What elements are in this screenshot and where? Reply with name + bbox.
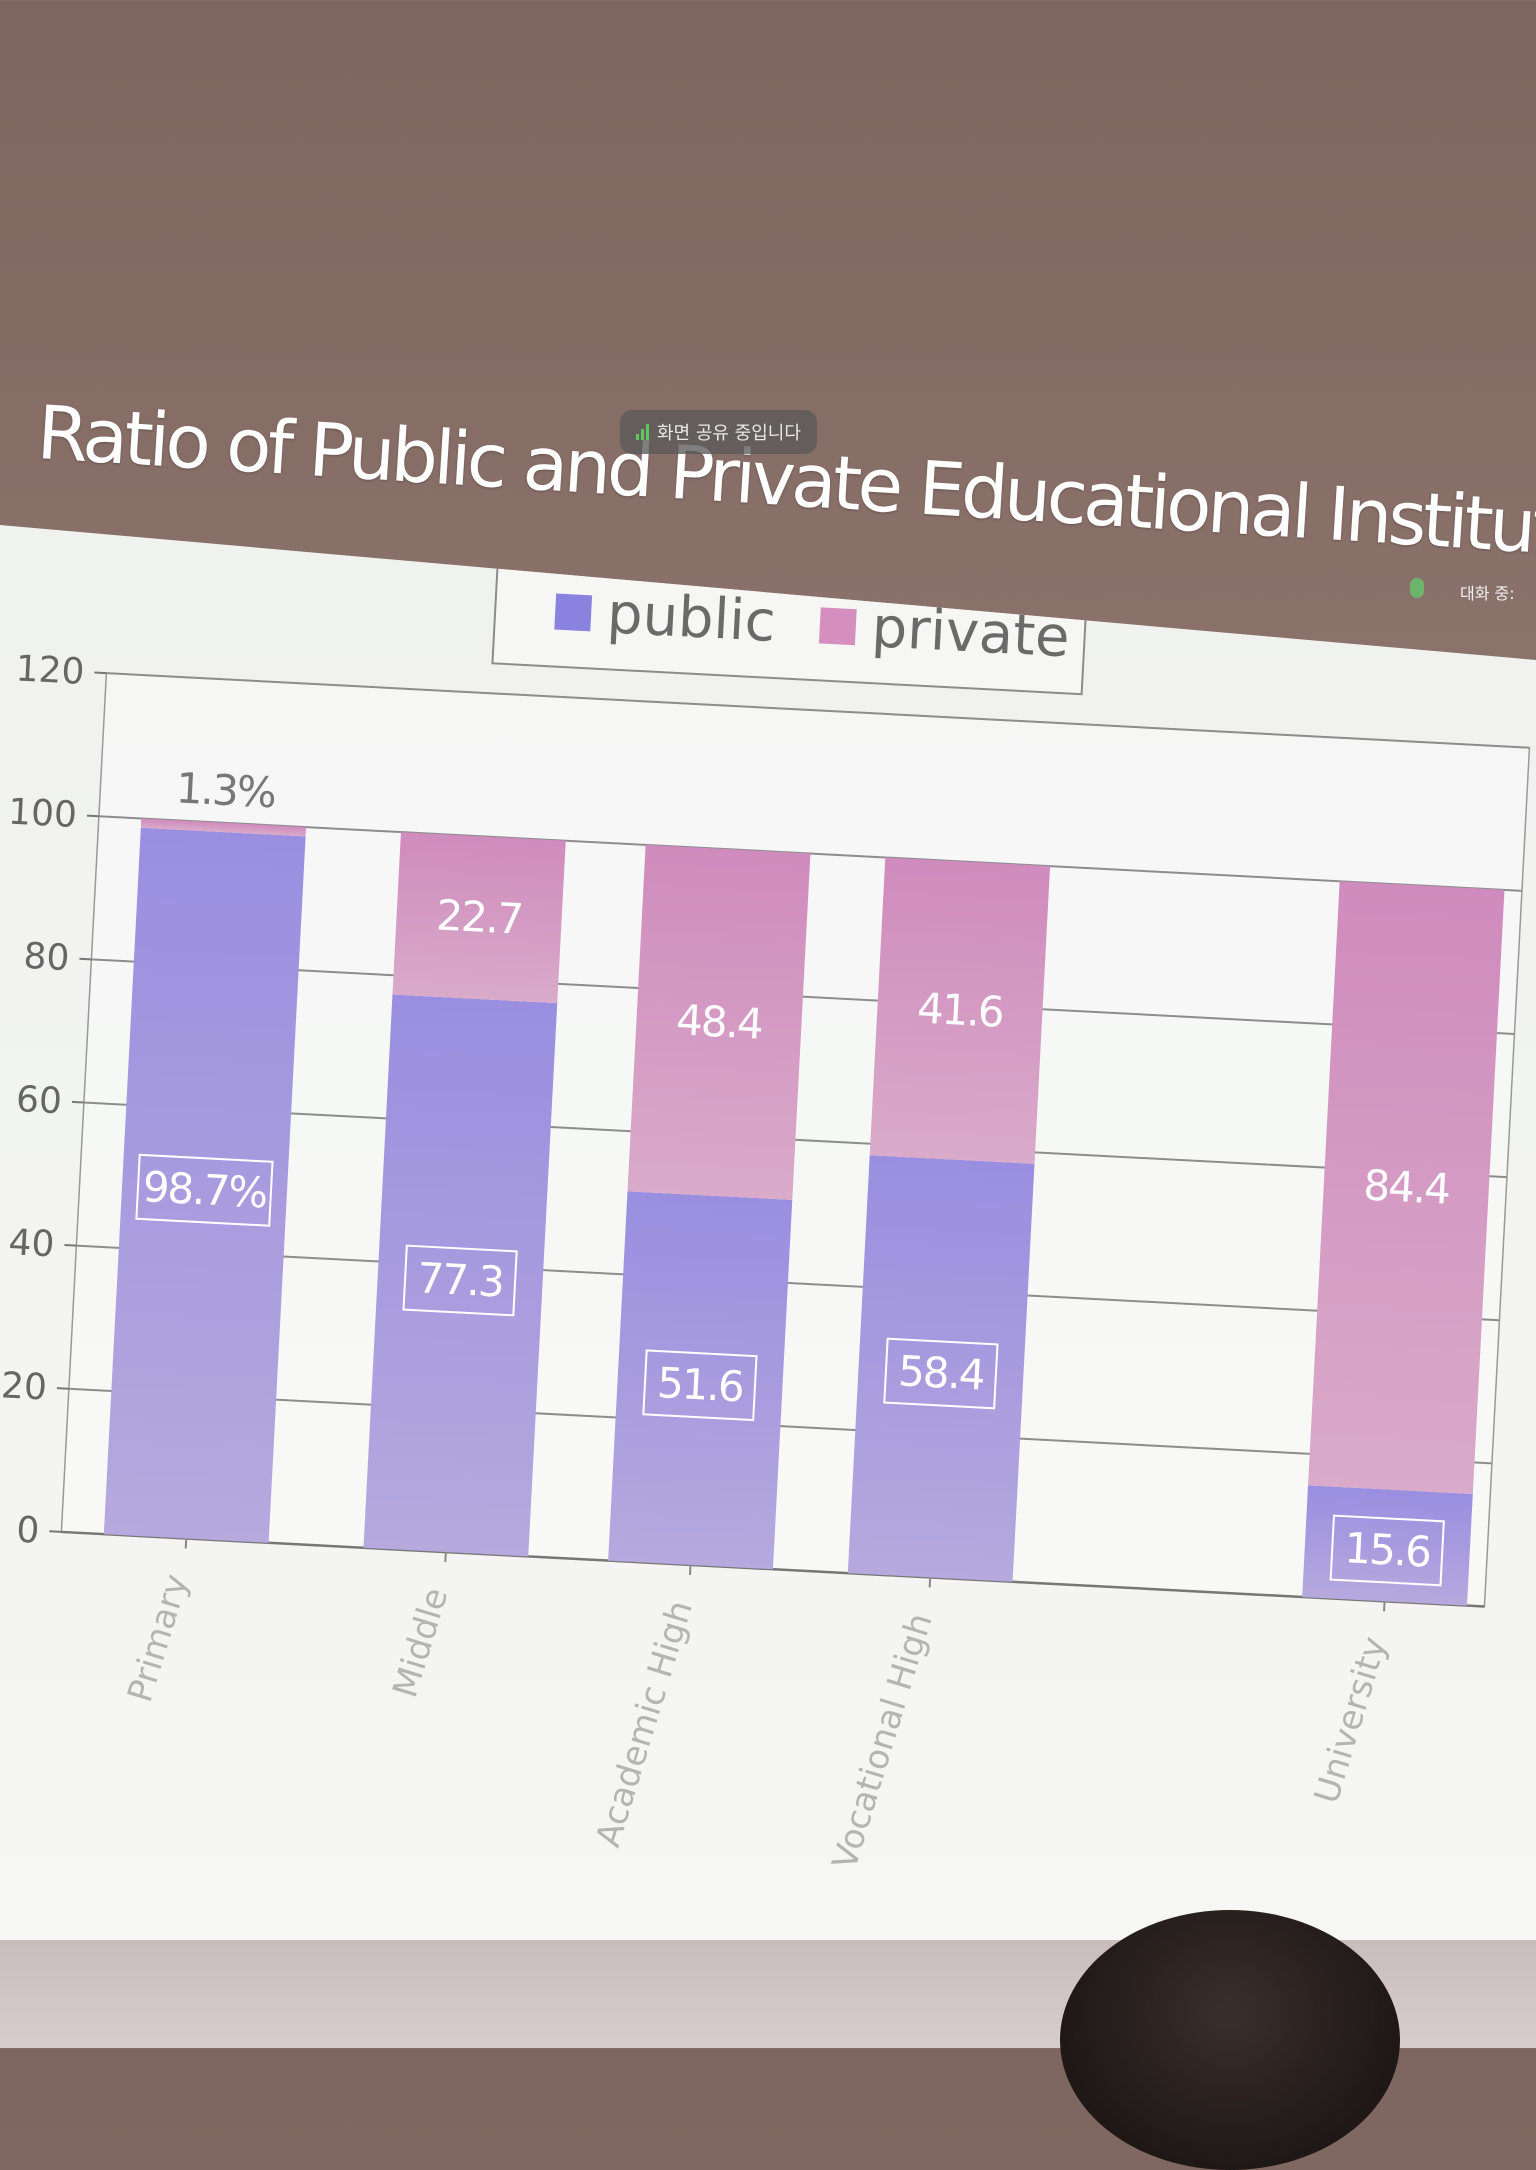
y-tick-mark-20 [56, 1387, 69, 1390]
data-label-public-primary: 98.7% [142, 1162, 268, 1217]
y-tick-label-20: 20 [0, 1365, 48, 1408]
data-label-public-middle: 77.3 [416, 1253, 504, 1306]
data-label-private-university: 84.4 [1362, 1160, 1450, 1213]
label-box-public-primary [135, 1153, 274, 1227]
y-tick-label-100: 100 [7, 792, 78, 837]
data-label-private-middle: 22.7 [435, 890, 523, 943]
data-label-public-academic-high: 51.6 [656, 1358, 744, 1411]
y-tick-mark-40 [64, 1244, 77, 1247]
bar-public-vocational-high[interactable] [847, 1155, 1035, 1582]
data-label-public-vocational-high: 58.4 [897, 1346, 985, 1399]
legend-label-private: private [870, 595, 1071, 670]
x-tick-label-vocational-high: Vocational High [825, 1609, 941, 1874]
data-label-public-university: 15.6 [1343, 1523, 1431, 1576]
y-tick-label-80: 80 [23, 936, 71, 979]
y-tick-mark-0 [49, 1530, 62, 1533]
y-tick-label-60: 60 [15, 1079, 63, 1122]
label-box-public-university [1329, 1514, 1445, 1587]
bar-private-vocational-high[interactable] [869, 857, 1051, 1164]
label-box-public-academic-high [642, 1349, 758, 1422]
share-badge-label: 화면 공유 중입니다 [657, 423, 801, 444]
data-label-private-primary: 1.3% [175, 763, 276, 817]
y-tick-mark-60 [71, 1100, 84, 1104]
bar-public-middle[interactable] [363, 994, 558, 1557]
y-tick-mark-120 [94, 671, 107, 675]
x-tick-mark-university [1383, 1601, 1386, 1612]
signal-icon [636, 424, 649, 440]
bar-public-academic-high[interactable] [608, 1191, 793, 1570]
mic-icon [1410, 578, 1424, 598]
stacked-bar-chart: 0 20 40 60 80 100 120 98.7% 1.3% Primary 77.3 22.7 M… [0, 552, 1531, 1874]
audience-head [1060, 1910, 1400, 2170]
bar-private-academic-high[interactable] [627, 844, 811, 1200]
bar-public-primary[interactable] [103, 827, 306, 1543]
slide-panel: 0 20 40 60 80 100 120 98.7% 1.3% Primary 77.3 22.7 M… [0, 525, 1536, 1950]
x-tick-mark-primary [184, 1538, 188, 1549]
x-tick-label-university: University [1307, 1632, 1395, 1808]
x-tick-mark-vocational-high [928, 1577, 932, 1588]
x-tick-label-academic-high: Academic High [588, 1596, 701, 1851]
x-tick-mark-academic-high [688, 1564, 692, 1575]
chart-plot-group: 0 20 40 60 80 100 120 98.7% 1.3% Primary 77.3 22.7 M… [0, 552, 1531, 1874]
bar-private-university[interactable] [1308, 881, 1505, 1494]
x-tick-mark-middle [444, 1552, 447, 1563]
label-box-public-middle [402, 1244, 518, 1317]
bar-private-primary[interactable] [140, 818, 307, 837]
gridline-120 [106, 672, 1530, 749]
screen-share-badge[interactable]: 화면 공유 중입니다 [620, 410, 817, 454]
x-tick-label-middle: Middle [385, 1583, 456, 1702]
y-tick-label-40: 40 [8, 1222, 56, 1265]
bar-private-middle[interactable] [392, 832, 566, 1004]
y-tick-mark-100 [86, 814, 99, 818]
y-tick-label-120: 120 [15, 648, 86, 693]
y-tick-mark-80 [79, 957, 92, 961]
y-tick-label-0: 0 [15, 1510, 40, 1552]
chart-legend: public private [491, 552, 1089, 696]
data-label-private-academic-high: 48.4 [675, 995, 763, 1048]
x-tick-label-primary: Primary [120, 1570, 197, 1707]
data-label-private-vocational-high: 41.6 [916, 983, 1004, 1036]
speaker-label: 대화 중: [1460, 584, 1515, 603]
legend-swatch-public [554, 593, 593, 632]
legend-swatch-private [818, 607, 857, 646]
label-box-public-vocational-high [883, 1337, 999, 1410]
legend-label-public: public [605, 581, 777, 655]
